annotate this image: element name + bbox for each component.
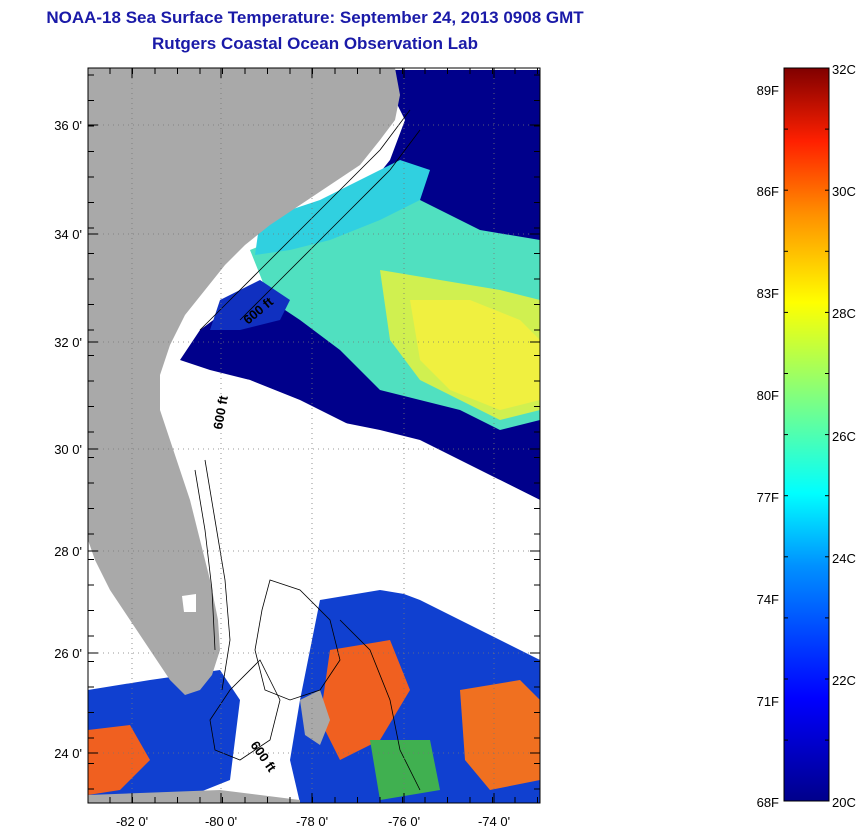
colorbar-gradient	[783, 67, 830, 802]
axis-ticks	[88, 68, 540, 803]
longitude-axis: -82 0' -80 0' -78 0' -76 0' -74 0'	[116, 814, 510, 829]
map-subtitle: Rutgers Coastal Ocean Observation Lab	[152, 34, 478, 53]
colorbar-f-label: 74F	[757, 592, 779, 607]
lat-label: 26 0'	[54, 646, 82, 661]
lon-label: -78 0'	[296, 814, 328, 829]
lon-label: -80 0'	[205, 814, 237, 829]
colorbar-c-label: 28C	[832, 306, 856, 321]
map-image: 600 ft 600 ft 600 ft	[88, 68, 540, 803]
depth-contours	[194, 109, 421, 791]
colorbar-f-label: 83F	[757, 286, 779, 301]
colorbar-c-label: 24C	[832, 551, 856, 566]
map-frame	[87, 67, 541, 804]
colorbar-f-label: 68F	[757, 795, 779, 810]
land-mass	[88, 68, 400, 695]
lat-label: 24 0'	[54, 746, 82, 761]
colorbar-f-label: 80F	[757, 388, 779, 403]
lon-label: -82 0'	[116, 814, 148, 829]
map-title: NOAA-18 Sea Surface Temperature: Septemb…	[46, 8, 584, 27]
lat-label: 28 0'	[54, 544, 82, 559]
colorbar-c-label: 32C	[832, 62, 856, 77]
colorbar: 32C 30C 28C 26C 24C 22C 20C 89F 86F 83F …	[757, 62, 856, 810]
lat-label: 34 0'	[54, 227, 82, 242]
lat-label: 30 0'	[54, 442, 82, 457]
colorbar-c-label: 20C	[832, 795, 856, 810]
contour-label: 600 ft	[210, 394, 231, 431]
colorbar-f-label: 77F	[757, 490, 779, 505]
graticule	[88, 68, 540, 803]
colorbar-c-label: 30C	[832, 184, 856, 199]
lat-label: 36 0'	[54, 118, 82, 133]
colorbar-c-label: 22C	[832, 673, 856, 688]
colorbar-f-label: 71F	[757, 694, 779, 709]
colorbar-c-label: 26C	[832, 429, 856, 444]
latitude-axis: 36 0' 34 0' 32 0' 30 0' 28 0' 26 0' 24 0…	[54, 118, 82, 761]
colorbar-f-label: 86F	[757, 184, 779, 199]
lat-label: 32 0'	[54, 335, 82, 350]
lon-label: -76 0'	[388, 814, 420, 829]
lon-label: -74 0'	[478, 814, 510, 829]
colorbar-f-label: 89F	[757, 83, 779, 98]
